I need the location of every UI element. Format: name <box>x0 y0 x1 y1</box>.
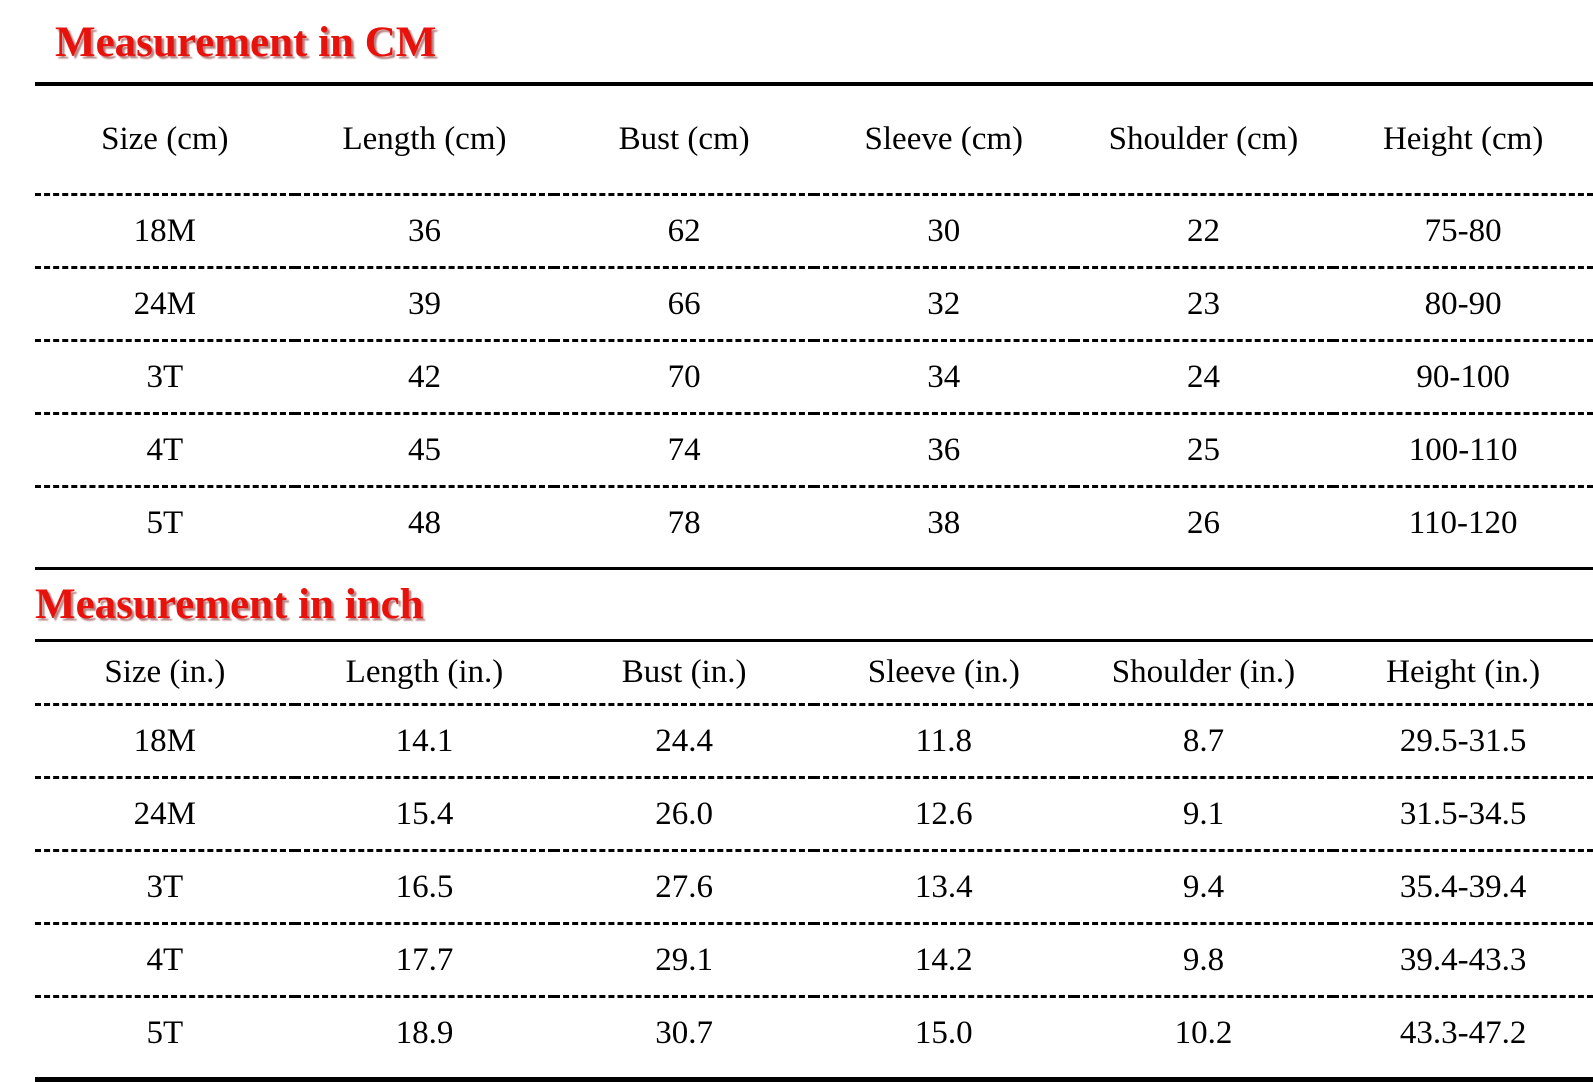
inch-section-title: Measurement in inch <box>35 581 424 628</box>
value-cell: 30.7 <box>655 1015 714 1051</box>
column-header: Size (in.) <box>104 654 226 690</box>
column-header: Sleeve (cm) <box>864 121 1024 157</box>
column-header: Height (in.) <box>1386 654 1541 690</box>
cm-measurement-section: Measurement in CM Size (cm) Length (cm) Bu… <box>0 18 1593 570</box>
value-cell: 9.4 <box>1182 869 1225 905</box>
value-cell: 26.0 <box>655 796 714 832</box>
value-cell: 36 <box>927 432 961 468</box>
value-cell: 16.5 <box>395 869 454 905</box>
value-cell: 12.6 <box>914 796 973 832</box>
value-cell: 66 <box>667 286 701 322</box>
table-row: 3T 16.5 27.6 13.4 9.4 35.4-39.4 <box>35 850 1593 924</box>
inch-measurement-section: Measurement in inch Size (in.) Length (in… <box>0 570 1593 1082</box>
size-cell: 3T <box>146 359 184 395</box>
value-cell: 70 <box>667 359 701 395</box>
value-cell: 43.3-47.2 <box>1399 1015 1527 1051</box>
value-cell: 36 <box>407 213 441 249</box>
value-cell: 29.1 <box>655 942 714 978</box>
size-cell: 5T <box>146 505 184 541</box>
value-cell: 13.4 <box>914 869 973 905</box>
column-header: Bust (cm) <box>618 121 750 157</box>
size-cell: 4T <box>146 432 184 468</box>
table-row: 24M 15.4 26.0 12.6 9.1 31.5-34.5 <box>35 777 1593 851</box>
column-header: Length (in.) <box>345 654 504 690</box>
size-cell: 24M <box>133 796 196 832</box>
column-header: Shoulder (cm) <box>1108 121 1299 157</box>
value-cell: 14.1 <box>395 723 454 759</box>
table-row: 4T 17.7 29.1 14.2 9.8 39.4-43.3 <box>35 923 1593 997</box>
size-cell: 24M <box>133 286 196 322</box>
value-cell: 17.7 <box>395 942 454 978</box>
value-cell: 62 <box>667 213 701 249</box>
value-cell: 100-110 <box>1408 432 1518 468</box>
column-header: Length (cm) <box>342 121 507 157</box>
table-row: 5T 48 78 38 26 110-120 <box>35 486 1593 569</box>
value-cell: 10.2 <box>1174 1015 1233 1051</box>
value-cell: 9.1 <box>1182 796 1225 832</box>
cm-size-table: Size (cm) Length (cm) Bust (cm) Sleeve (cm)… <box>35 82 1593 570</box>
table-row: 3T 42 70 34 24 90-100 <box>35 340 1593 414</box>
inch-header-row: Size (in.) Length (in.) Bust (in.) Sleeve (… <box>35 641 1593 705</box>
value-cell: 80-90 <box>1424 286 1502 322</box>
value-cell: 24.4 <box>655 723 714 759</box>
value-cell: 27.6 <box>655 869 714 905</box>
size-cell: 18M <box>133 213 196 249</box>
cm-header-row: Size (cm) Length (cm) Bust (cm) Sleeve (cm)… <box>35 84 1593 195</box>
table-row: 5T 18.9 30.7 15.0 10.2 43.3-47.2 <box>35 996 1593 1080</box>
size-cell: 3T <box>146 869 184 905</box>
column-header: Sleeve (in.) <box>867 654 1020 690</box>
value-cell: 39.4-43.3 <box>1399 942 1527 978</box>
value-cell: 22 <box>1186 213 1220 249</box>
size-cell: 4T <box>146 942 184 978</box>
value-cell: 25 <box>1186 432 1220 468</box>
value-cell: 14.2 <box>914 942 973 978</box>
value-cell: 9.8 <box>1182 942 1225 978</box>
value-cell: 8.7 <box>1182 723 1225 759</box>
table-row: 4T 45 74 36 25 100-110 <box>35 413 1593 487</box>
value-cell: 31.5-34.5 <box>1399 796 1527 832</box>
column-header: Shoulder (in.) <box>1111 654 1296 690</box>
value-cell: 74 <box>667 432 701 468</box>
value-cell: 45 <box>407 432 441 468</box>
value-cell: 24 <box>1186 359 1220 395</box>
value-cell: 26 <box>1186 505 1220 541</box>
table-row: 18M 36 62 30 22 75-80 <box>35 194 1593 268</box>
value-cell: 34 <box>927 359 961 395</box>
column-header: Bust (in.) <box>621 654 747 690</box>
value-cell: 38 <box>927 505 961 541</box>
value-cell: 15.4 <box>395 796 454 832</box>
cm-section-title: Measurement in CM <box>55 19 437 66</box>
value-cell: 18.9 <box>395 1015 454 1051</box>
value-cell: 75-80 <box>1424 213 1502 249</box>
value-cell: 42 <box>407 359 441 395</box>
value-cell: 48 <box>407 505 441 541</box>
value-cell: 29.5-31.5 <box>1399 723 1527 759</box>
value-cell: 90-100 <box>1416 359 1510 395</box>
column-header: Height (cm) <box>1382 121 1544 157</box>
table-row: 18M 14.1 24.4 11.8 8.7 29.5-31.5 <box>35 704 1593 778</box>
table-row: 24M 39 66 32 23 80-90 <box>35 267 1593 341</box>
value-cell: 32 <box>927 286 961 322</box>
value-cell: 30 <box>927 213 961 249</box>
column-header: Size (cm) <box>101 121 229 157</box>
value-cell: 23 <box>1186 286 1220 322</box>
value-cell: 78 <box>667 505 701 541</box>
size-cell: 5T <box>146 1015 184 1051</box>
inch-size-table: Size (in.) Length (in.) Bust (in.) Sleeve (… <box>35 639 1593 1082</box>
value-cell: 15.0 <box>914 1015 973 1051</box>
value-cell: 11.8 <box>915 723 973 759</box>
value-cell: 39 <box>407 286 441 322</box>
value-cell: 35.4-39.4 <box>1399 869 1527 905</box>
size-cell: 18M <box>133 723 196 759</box>
value-cell: 110-120 <box>1408 505 1518 541</box>
